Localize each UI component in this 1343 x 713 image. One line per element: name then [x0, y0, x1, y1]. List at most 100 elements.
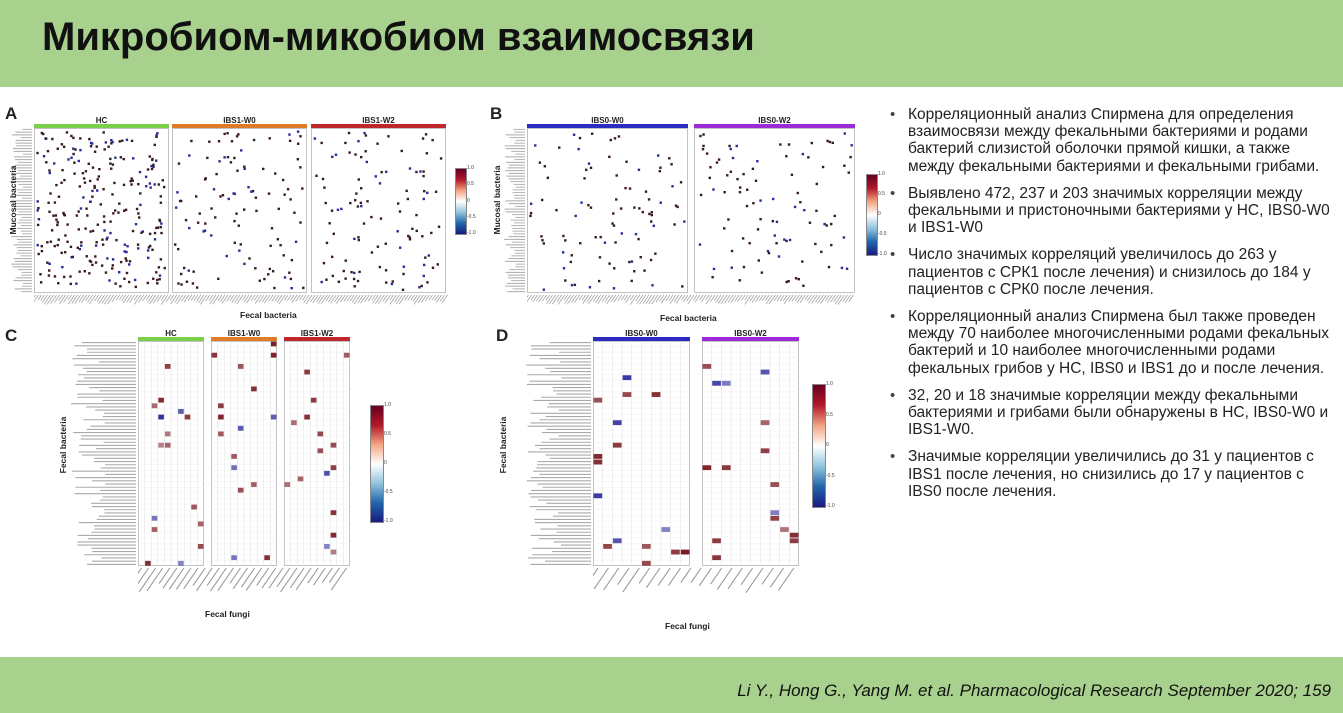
- colorbar-tick-label: 0.5: [826, 411, 833, 418]
- correlation-cell: [431, 138, 434, 142]
- correlation-cell: [330, 510, 337, 516]
- correlation-cell: [76, 246, 79, 250]
- correlation-cell: [42, 155, 46, 158]
- column-tick-label: [588, 294, 595, 305]
- column-tick-label: [542, 294, 547, 302]
- column-tick-label: [74, 294, 81, 304]
- correlation-cell: [138, 170, 142, 174]
- correlation-cell: [42, 132, 45, 136]
- correlation-cell: [731, 156, 735, 160]
- correlation-cell: [107, 145, 110, 148]
- column-tick-label: [98, 294, 105, 305]
- correlation-cell: [111, 163, 115, 166]
- correlation-cell: [794, 277, 798, 280]
- correlation-cell: [273, 286, 276, 290]
- correlation-cell: [56, 243, 59, 247]
- correlation-cell: [803, 208, 806, 212]
- correlation-cell: [70, 134, 73, 138]
- correlation-cell: [850, 144, 853, 147]
- correlation-cell: [160, 222, 163, 225]
- correlation-cell: [658, 169, 662, 173]
- column-tick-label: [686, 294, 692, 302]
- correlation-cell: [612, 224, 616, 227]
- correlation-cell: [773, 234, 777, 237]
- correlation-cell: [562, 234, 565, 238]
- correlation-cell: [330, 209, 334, 212]
- correlation-cell: [578, 136, 582, 140]
- correlation-cell: [73, 172, 76, 175]
- correlation-cell: [66, 223, 69, 226]
- correlation-cell: [741, 237, 745, 240]
- correlation-cell: [729, 147, 732, 151]
- correlation-cell: [174, 243, 177, 246]
- correlation-cell: [190, 139, 193, 143]
- correlation-cell: [299, 166, 302, 169]
- correlation-cell: [437, 225, 441, 228]
- column-tick-label: [698, 567, 712, 587]
- group-label: IBS1-W2: [300, 329, 334, 338]
- correlation-cell: [119, 260, 123, 264]
- column-tick-label: [67, 294, 72, 301]
- correlation-cell: [72, 147, 75, 150]
- column-tick-label: [115, 294, 120, 301]
- correlation-cell: [540, 235, 543, 238]
- column-tick-label: [629, 294, 638, 305]
- correlation-cell: [57, 282, 60, 285]
- correlation-cell: [406, 197, 410, 201]
- correlation-cell: [350, 270, 353, 274]
- column-tick-label: [138, 294, 145, 303]
- column-tick-label: [617, 294, 623, 302]
- correlation-cell: [80, 244, 83, 247]
- correlation-cell: [360, 204, 363, 208]
- column-tick-label: [639, 294, 647, 305]
- correlation-cell: [334, 153, 338, 156]
- correlation-cell: [751, 167, 755, 171]
- column-tick-label: [165, 294, 172, 303]
- column-tick-label: [229, 567, 241, 584]
- correlation-cell: [808, 221, 812, 224]
- column-tick-label: [690, 567, 702, 583]
- correlation-cell: [156, 278, 159, 282]
- column-tick-label: [351, 294, 358, 303]
- correlation-cell: [255, 209, 258, 213]
- row-tick-labels: [504, 128, 525, 293]
- correlation-cell: [131, 179, 134, 182]
- column-tick-label: [749, 294, 755, 302]
- colorbar-tick-label: 0: [826, 442, 829, 448]
- colorbar-tick-label: 1.0: [384, 402, 391, 408]
- correlation-cell: [153, 231, 157, 235]
- column-tick-label: [527, 294, 529, 298]
- column-tick-label: [657, 567, 671, 586]
- correlation-cell: [787, 280, 790, 283]
- correlation-cell: [156, 132, 159, 135]
- correlation-cell: [75, 214, 79, 217]
- column-tick-label: [156, 294, 163, 303]
- correlation-cell: [651, 392, 661, 397]
- correlation-cell: [46, 261, 49, 264]
- column-tick-label: [264, 294, 271, 304]
- correlation-cell: [359, 187, 363, 190]
- column-tick-label: [648, 294, 656, 305]
- column-tick-label: [699, 294, 704, 301]
- correlation-cell: [119, 285, 122, 288]
- column-tick-label: [720, 294, 728, 304]
- correlation-cell: [288, 271, 291, 274]
- correlation-cell: [159, 195, 163, 198]
- correlation-cell: [69, 282, 72, 286]
- correlation-cell: [426, 191, 429, 195]
- group-color-bar: [527, 124, 688, 128]
- correlation-cell: [644, 190, 648, 193]
- correlation-cell: [628, 260, 631, 264]
- bullet-dot-icon: •: [890, 246, 896, 264]
- correlation-cell: [124, 257, 127, 260]
- x-axis-label: Fecal bacteria: [660, 313, 717, 323]
- correlation-cell: [218, 403, 224, 409]
- correlation-cell: [364, 150, 367, 153]
- column-tick-label: [196, 567, 213, 592]
- correlation-cell: [564, 279, 567, 282]
- column-tick-label: [606, 294, 614, 305]
- correlation-cell: [291, 420, 297, 426]
- column-tick-label: [129, 294, 136, 303]
- correlation-cell: [237, 224, 240, 227]
- correlation-cell: [699, 134, 702, 138]
